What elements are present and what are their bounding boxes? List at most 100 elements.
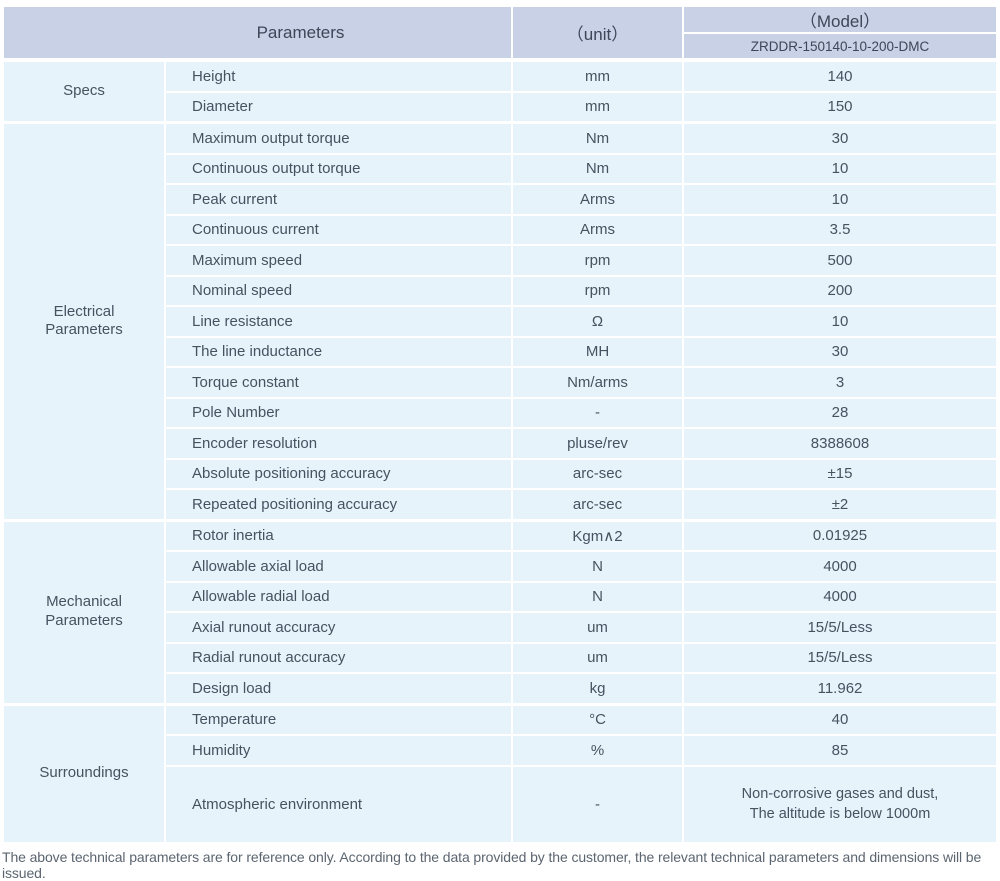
table-row: Height mm 140 xyxy=(166,62,996,91)
param-cell: Temperature xyxy=(166,705,511,734)
table-row: Line resistance Ω 10 xyxy=(166,307,996,336)
unit-cell: Nm xyxy=(513,124,682,153)
unit-cell: um xyxy=(513,613,682,642)
unit-cell: Ω xyxy=(513,307,682,336)
table-row: Rotor inertia Kgm∧2 0.01925 xyxy=(166,521,996,550)
param-cell: The line inductance xyxy=(166,337,511,366)
header-model-column: （Model） ZRDDR-150140-10-200-DMC xyxy=(684,7,996,58)
unit-cell: Arms xyxy=(513,185,682,214)
value-cell: 500 xyxy=(684,246,996,275)
param-cell: Line resistance xyxy=(166,307,511,336)
param-cell: Peak current xyxy=(166,185,511,214)
footer-note: The above technical parameters are for r… xyxy=(2,849,982,881)
param-cell: Repeated positioning accuracy xyxy=(166,490,511,519)
table-row: Humidity% 85 xyxy=(166,736,996,765)
unit-cell: arc-sec xyxy=(513,490,682,519)
table-body: Specs Height mm 140 Diameter mm 150 Electrical … xyxy=(4,62,996,842)
value-cell: 140 xyxy=(684,62,996,91)
category-cell: Surroundings xyxy=(4,705,164,842)
param-cell: Continuous current xyxy=(166,215,511,244)
param-cell: Diameter xyxy=(166,92,511,121)
value-cell: 30 xyxy=(684,337,996,366)
value-cell: 10 xyxy=(684,154,996,183)
group-rows: Temperature °C 40 Humidity% 85 Atmospheric en… xyxy=(166,705,996,842)
header-model-value: ZRDDR-150140-10-200-DMC xyxy=(684,34,996,58)
param-cell: Allowable axial load xyxy=(166,552,511,581)
value-cell: 10 xyxy=(684,307,996,336)
table-row: Diameter mm 150 xyxy=(166,92,996,121)
value-cell: ±2 xyxy=(684,490,996,519)
table-group: Mechanical Parameters Rotor inertia Kgm∧2 0… xyxy=(4,521,996,703)
param-cell: Design load xyxy=(166,674,511,703)
value-cell: 4000 xyxy=(684,552,996,581)
unit-cell: kg xyxy=(513,674,682,703)
unit-cell: Kgm∧2 xyxy=(513,521,682,550)
unit-cell: % xyxy=(513,736,682,765)
value-cell: 3.5 xyxy=(684,215,996,244)
unit-cell: mm xyxy=(513,92,682,121)
table-row: Continuous output torque Nm 10 xyxy=(166,154,996,183)
value-cell: 4000 xyxy=(684,582,996,611)
value-cell: 40 xyxy=(684,705,996,734)
group-rows: Rotor inertia Kgm∧2 0.01925 Allowable axial… xyxy=(166,521,996,703)
value-cell: 30 xyxy=(684,124,996,153)
param-cell: Allowable radial load xyxy=(166,582,511,611)
param-cell: Torque constant xyxy=(166,368,511,397)
value-cell: 15/5/Less xyxy=(684,613,996,642)
table-row: Encoder resolution pluse/rev 8388608 xyxy=(166,429,996,458)
table-header: Parameters （unit） （Model） ZRDDR-150140-1… xyxy=(4,7,996,58)
table-row: Peak current Arms 10 xyxy=(166,185,996,214)
unit-cell: - xyxy=(513,766,682,842)
param-cell: Nominal speed xyxy=(166,276,511,305)
unit-cell: MH xyxy=(513,337,682,366)
param-cell: Maximum speed xyxy=(166,246,511,275)
table-row: Repeated positioning accuracy arc-sec ±2 xyxy=(166,490,996,519)
value-cell: ±15 xyxy=(684,459,996,488)
spec-table: Parameters （unit） （Model） ZRDDR-150140-1… xyxy=(4,7,996,842)
unit-cell: rpm xyxy=(513,246,682,275)
value-cell: 28 xyxy=(684,398,996,427)
value-cell: 3 xyxy=(684,368,996,397)
category-cell: Mechanical Parameters xyxy=(4,521,164,703)
table-row: Pole Number -28 xyxy=(166,398,996,427)
header-parameters: Parameters xyxy=(4,7,511,58)
param-cell: Encoder resolution xyxy=(166,429,511,458)
value-cell: Non-corrosive gases and dust, The altitu… xyxy=(684,766,996,842)
value-cell: 10 xyxy=(684,185,996,214)
unit-cell: N xyxy=(513,552,682,581)
value-cell: 150 xyxy=(684,92,996,121)
table-row: The line inductance MH 30 xyxy=(166,337,996,366)
header-model-label: （Model） xyxy=(684,7,996,32)
value-cell: 15/5/Less xyxy=(684,643,996,672)
table-row: Design load kg 11.962 xyxy=(166,674,996,703)
table-row: Maximum speed rpm 500 xyxy=(166,246,996,275)
category-cell: Specs xyxy=(4,62,164,121)
param-cell: Pole Number xyxy=(166,398,511,427)
category-cell: Electrical Parameters xyxy=(4,124,164,519)
table-row: Radial runout accuracy um 15/5/Less xyxy=(166,643,996,672)
param-cell: Rotor inertia xyxy=(166,521,511,550)
value-cell: 0.01925 xyxy=(684,521,996,550)
table-row: Torque constant Nm/arms 3 xyxy=(166,368,996,397)
table-group: Electrical Parameters Maximum output torq… xyxy=(4,124,996,519)
group-rows: Maximum output torque Nm 30 Continuous outp… xyxy=(166,124,996,519)
table-row: Absolute positioning accuracy arc-sec ±15 xyxy=(166,459,996,488)
param-cell: Atmospheric environment xyxy=(166,766,511,842)
unit-cell: arc-sec xyxy=(513,459,682,488)
value-cell: 85 xyxy=(684,736,996,765)
table-row: Atmospheric environment - Non-corrosive ga… xyxy=(166,766,996,842)
table-row: Continuous current Arms 3.5 xyxy=(166,215,996,244)
table-row: Allowable radial load N 4000 xyxy=(166,582,996,611)
table-group: Specs Height mm 140 Diameter mm 150 xyxy=(4,62,996,121)
param-cell: Height xyxy=(166,62,511,91)
unit-cell: N xyxy=(513,582,682,611)
unit-cell: Nm/arms xyxy=(513,368,682,397)
unit-cell: pluse/rev xyxy=(513,429,682,458)
unit-cell: °C xyxy=(513,705,682,734)
header-unit: （unit） xyxy=(513,7,682,58)
unit-cell: Arms xyxy=(513,215,682,244)
value-cell: 8388608 xyxy=(684,429,996,458)
table-row: Temperature °C 40 xyxy=(166,705,996,734)
value-cell: 200 xyxy=(684,276,996,305)
unit-cell: Nm xyxy=(513,154,682,183)
